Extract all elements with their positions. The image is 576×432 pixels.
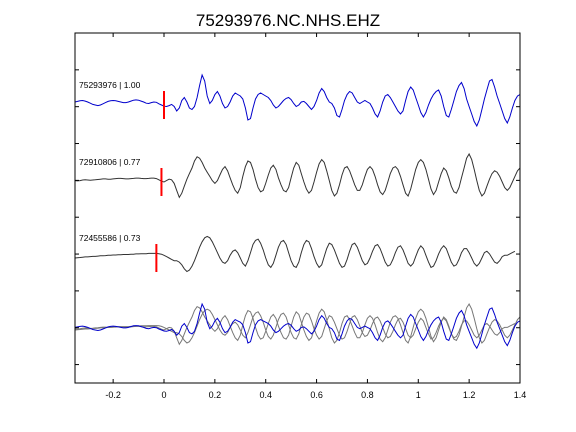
x-tick-label: 0.6 bbox=[310, 390, 323, 400]
trace-line-2 bbox=[74, 152, 521, 199]
x-tick-label: 0.2 bbox=[209, 390, 222, 400]
axes-frame bbox=[74, 32, 521, 384]
chart-title: 75293976.NC.NHS.EHZ bbox=[196, 11, 380, 30]
x-tick-label: 1 bbox=[416, 390, 421, 400]
trace-label-2: 72910806 | 0.77 bbox=[79, 157, 141, 167]
x-tick-label: 0.8 bbox=[361, 390, 374, 400]
trace-line-1 bbox=[74, 73, 521, 128]
plot-area: 75293976 | 1.00 72910806 | 0.77 72455586 |… bbox=[74, 73, 521, 350]
x-tick-label: 0 bbox=[161, 390, 166, 400]
overlay-trace-1 bbox=[74, 302, 521, 350]
x-tick-label: 0.4 bbox=[259, 390, 272, 400]
trace-label-3: 72455586 | 0.73 bbox=[79, 233, 141, 243]
overlay-trace-2 bbox=[74, 302, 521, 346]
x-tick-label: 1.2 bbox=[463, 390, 476, 400]
axis-ticks: -0.2 0 0.2 0.4 0.6 0.8 1 1.2 1.4 bbox=[75, 32, 527, 400]
trace-label-1: 75293976 | 1.00 bbox=[79, 80, 141, 90]
x-tick-label: -0.2 bbox=[105, 390, 121, 400]
trace-line-3 bbox=[74, 235, 516, 273]
x-tick-label: 1.4 bbox=[514, 390, 527, 400]
